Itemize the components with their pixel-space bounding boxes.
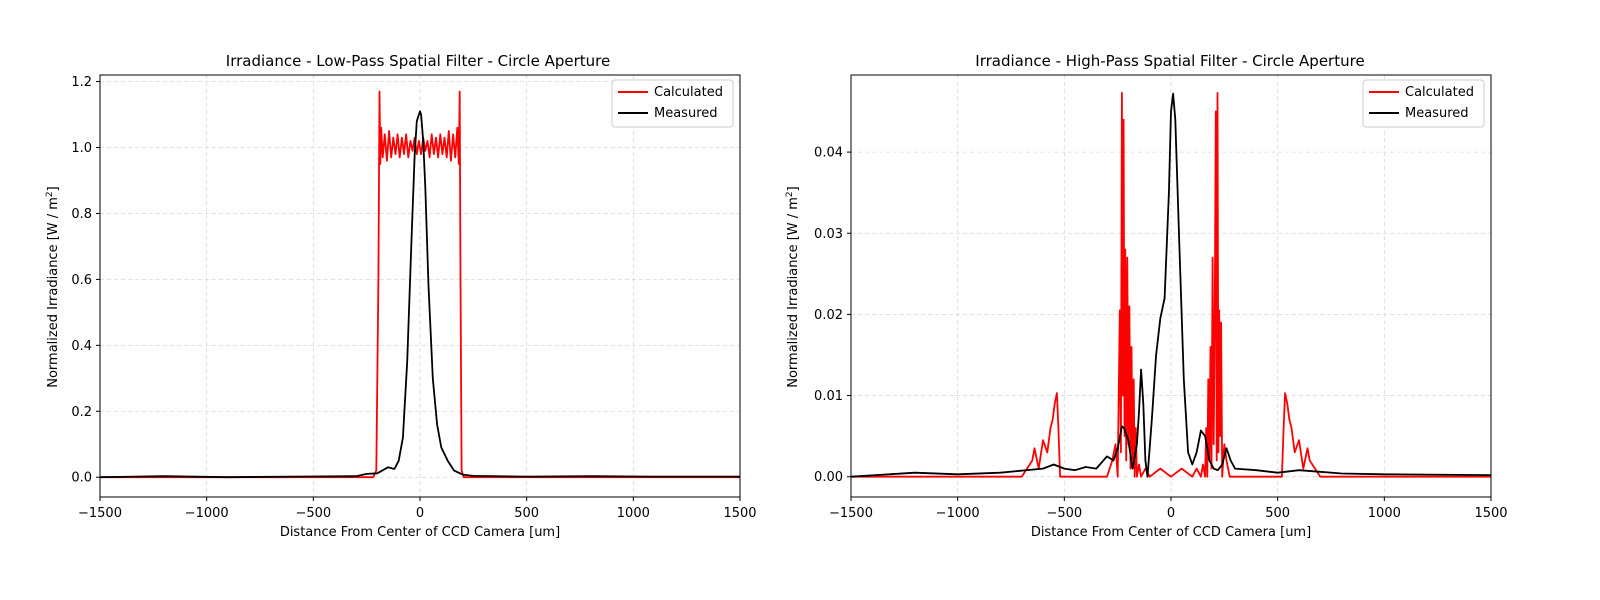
legend: Calculated Measured — [1362, 79, 1485, 128]
y-tick-label: 0.0 — [71, 471, 92, 486]
series-line-calculated — [100, 90, 740, 479]
y-tick-label: 0.02 — [814, 308, 843, 323]
legend-label-calculated: Calculated — [654, 85, 723, 100]
series-layer — [99, 90, 740, 479]
x-tick-label: −1500 — [78, 506, 122, 521]
x-tick-label: −500 — [295, 506, 331, 521]
chart-low-pass: Irradiance - Low-Pass Spatial Filter - C… — [45, 52, 757, 540]
series-line-measured — [850, 92, 1492, 478]
x-tick-label: −1500 — [829, 506, 873, 521]
y-axis-ticks: 0.00 0.01 0.02 0.03 0.04 — [814, 146, 851, 485]
x-axis-ticks: −1500 −1000 −500 0 500 1000 1500 — [78, 497, 757, 521]
series-line-measured — [99, 110, 740, 479]
x-tick-label: 1000 — [1368, 506, 1401, 521]
grid-lines — [99, 75, 741, 497]
series-layer — [850, 92, 1492, 478]
y-tick-label: 1.2 — [71, 75, 92, 90]
y-tick-label: 0.01 — [814, 389, 843, 404]
y-tick-label: 0.6 — [71, 273, 92, 288]
y-axis-ticks: 0.0 0.2 0.4 0.6 0.8 1.0 1.2 — [71, 75, 100, 486]
x-tick-label: 1500 — [723, 506, 756, 521]
x-tick-label: 0 — [416, 506, 424, 521]
x-axis-label: Distance From Center of CCD Camera [um] — [1031, 525, 1311, 540]
x-tick-label: 500 — [514, 506, 539, 521]
x-tick-label: 0 — [1167, 506, 1175, 521]
x-axis-ticks: −1500 −1000 −500 0 500 1000 1500 — [829, 497, 1508, 521]
y-axis-label: Normalized Irradiance [W / m2] — [45, 186, 61, 388]
y-tick-label: 0.2 — [71, 405, 92, 420]
chart-high-pass: Irradiance - High-Pass Spatial Filter - … — [785, 52, 1508, 540]
y-tick-label: 0.03 — [814, 227, 843, 242]
x-tick-label: 1000 — [617, 506, 650, 521]
y-axis-label: Normalized Irradiance [W / m2] — [785, 186, 801, 388]
chart-title: Irradiance - High-Pass Spatial Filter - … — [975, 52, 1364, 70]
y-tick-label: 0.4 — [71, 339, 92, 354]
x-tick-label: 1500 — [1474, 506, 1507, 521]
x-axis-label: Distance From Center of CCD Camera [um] — [280, 525, 560, 540]
series-line-calculated — [851, 92, 1491, 478]
x-tick-label: −1000 — [185, 506, 229, 521]
legend-label-measured: Measured — [1405, 106, 1469, 121]
legend-label-measured: Measured — [654, 106, 718, 121]
x-tick-label: −500 — [1046, 506, 1082, 521]
y-tick-label: 0.04 — [814, 146, 843, 161]
x-tick-label: 500 — [1265, 506, 1290, 521]
legend: Calculated Measured — [611, 79, 734, 128]
chart-title: Irradiance - Low-Pass Spatial Filter - C… — [226, 52, 610, 70]
y-tick-label: 0.8 — [71, 207, 92, 222]
y-tick-label: 0.00 — [814, 470, 843, 485]
y-tick-label: 1.0 — [71, 141, 92, 156]
legend-label-calculated: Calculated — [1405, 85, 1474, 100]
x-tick-label: −1000 — [936, 506, 980, 521]
